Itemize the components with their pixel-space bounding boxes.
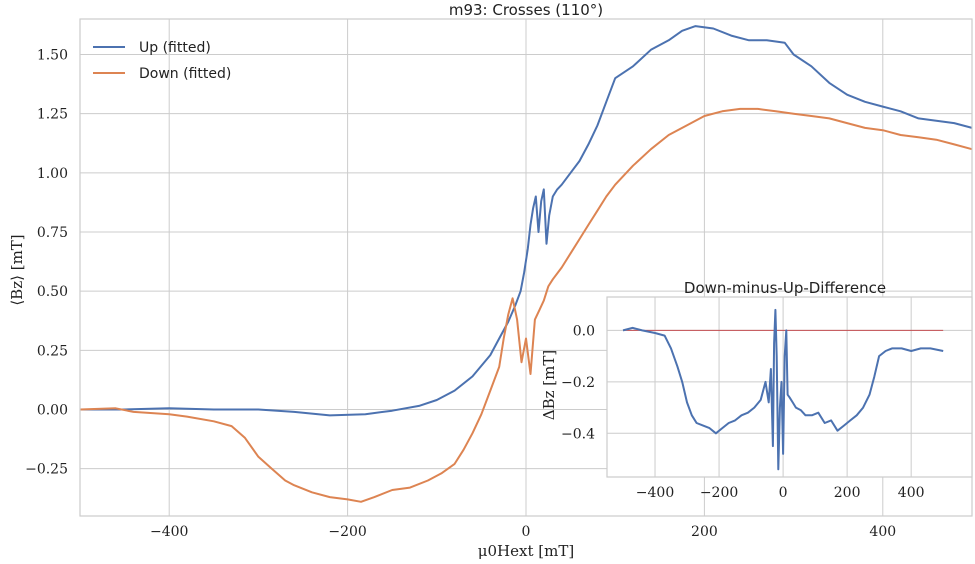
main-y-tick-labels: −0.25 0.00 0.25 0.50 0.75 1.00 1.25 1.50 [25, 48, 68, 478]
main-y-tick-label: 0.25 [37, 343, 68, 359]
legend-label-down: Down (fitted) [139, 66, 231, 82]
inset-x-tick-label: −200 [700, 485, 738, 501]
main-y-tick-label: 0.75 [37, 225, 68, 241]
main-x-tick-labels: −400 −200 0 200 400 [150, 524, 896, 540]
main-y-tick-label: 0.50 [37, 284, 68, 300]
inset-x-tick-label: 400 [898, 485, 925, 501]
main-y-axis-label: ⟨Bz⟩ [mT] [8, 234, 26, 305]
inset-y-axis-label: ΔBz [mT] [540, 350, 558, 420]
inset-x-tick-label: 200 [834, 485, 861, 501]
inset-y-tick-label: 0.0 [573, 323, 595, 339]
main-y-tick-label: 0.00 [37, 403, 68, 419]
main-y-tick-label: −0.25 [25, 462, 68, 478]
inset-series-line-0 [622, 308, 944, 471]
main-y-tick-label: 1.25 [37, 107, 68, 123]
main-y-tick-label: 1.50 [37, 48, 68, 64]
inset-x-tick-label: −400 [636, 485, 674, 501]
inset-series-lines [622, 308, 944, 471]
main-series-line-1 [79, 107, 973, 503]
inset-x-tick-label: 0 [779, 485, 788, 501]
main-series-line-0 [80, 25, 973, 417]
inset-y-tick-labels: 0.0 −0.2 −0.4 [561, 323, 595, 442]
legend: Up (fitted) Down (fitted) [93, 40, 231, 82]
inset-y-tick-label: −0.2 [561, 375, 595, 391]
main-grid [80, 19, 972, 516]
inset-y-tick-label: −0.4 [561, 426, 595, 442]
main-plot-frame [79, 18, 973, 517]
main-x-tick-label: −200 [328, 524, 366, 540]
main-x-tick-label: 200 [691, 524, 718, 540]
main-x-tick-label: −400 [150, 524, 188, 540]
inset-plot-frame [606, 296, 973, 478]
main-y-tick-label: 1.00 [37, 166, 68, 182]
inset-background [607, 297, 972, 477]
main-series-lines [79, 25, 973, 503]
main-chart-title: m93: Crosses (110°) [449, 1, 603, 19]
legend-label-up: Up (fitted) [139, 40, 211, 56]
main-x-tick-label: 0 [522, 524, 531, 540]
main-x-axis-label: μ0Hext [mT] [478, 542, 574, 560]
inset-x-tick-labels: −400 −200 0 200 400 [636, 485, 925, 501]
main-x-tick-label: 400 [869, 524, 896, 540]
inset-chart-title: Down-minus-Up-Difference [684, 279, 886, 297]
